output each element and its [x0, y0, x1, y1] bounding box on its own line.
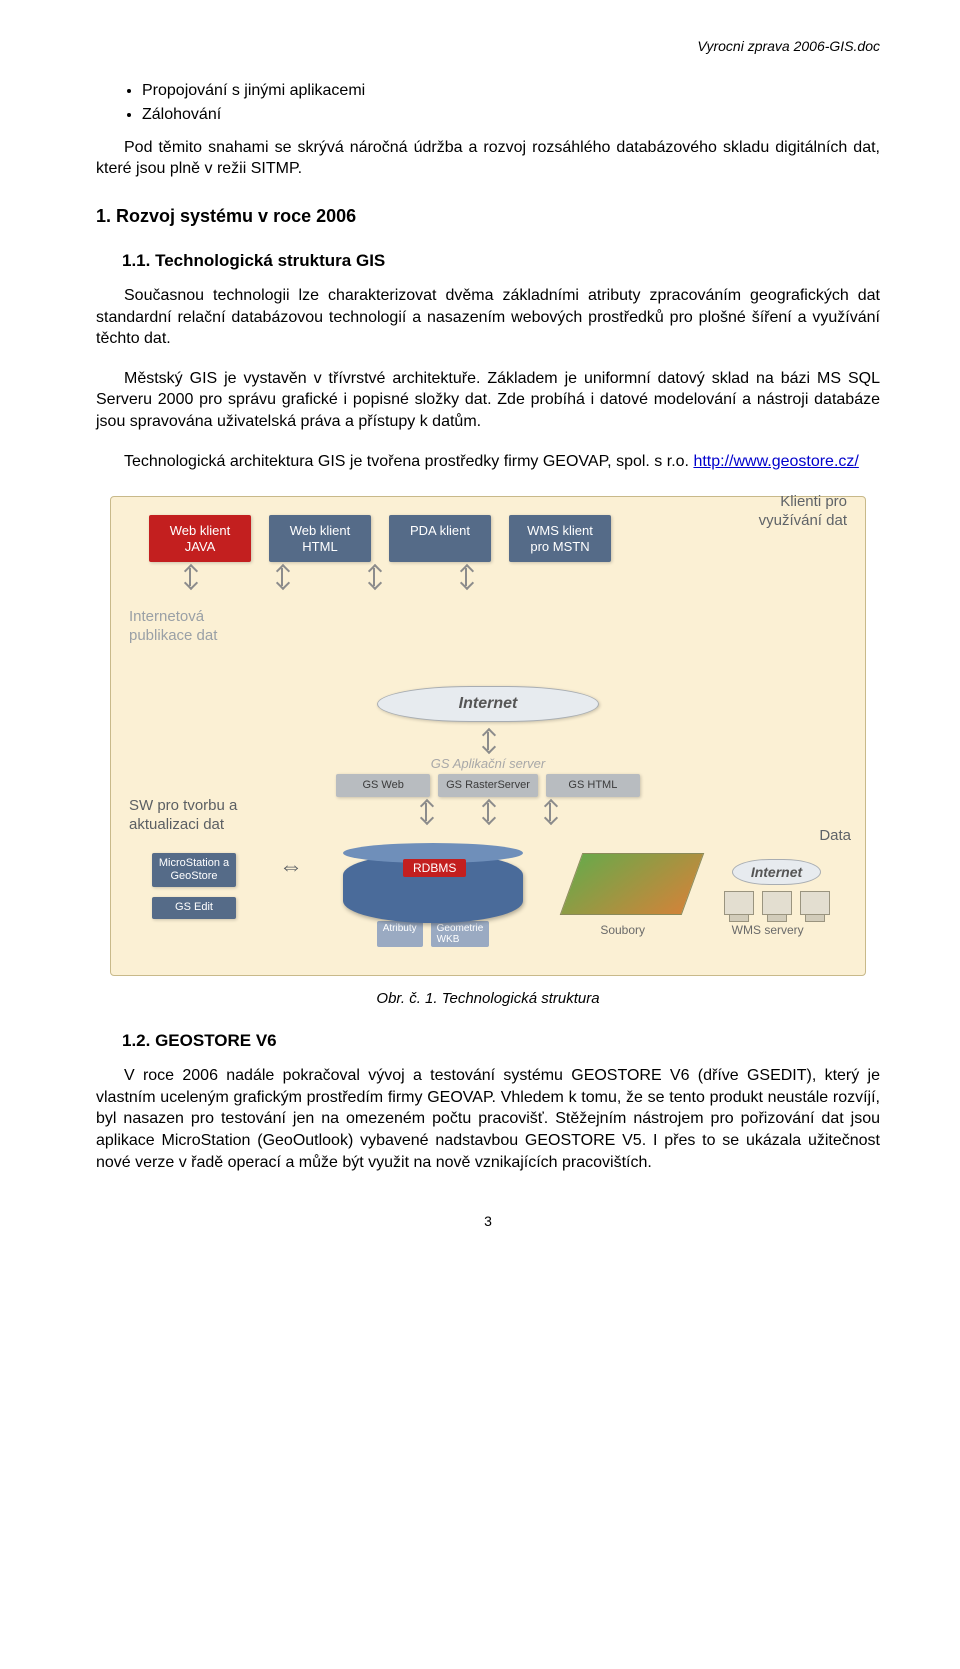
- tile-microstation: MicroStation aGeoStore: [152, 853, 236, 887]
- rdbms-label: RDBMS: [403, 859, 466, 877]
- tile-web-html: Web klientHTML: [269, 515, 371, 562]
- bullet-item-2: Zálohování: [142, 104, 880, 126]
- paragraph-12: V roce 2006 nadále pokračoval vývoj a te…: [96, 1065, 880, 1173]
- label-internet-pub: Internetovápublikace dat: [129, 608, 217, 646]
- cloud-internet-icon: Internet: [377, 686, 599, 722]
- chip-geometrie: GeometrieWKB: [431, 921, 490, 947]
- tile-web-java: Web klientJAVA: [149, 515, 251, 562]
- pc-icon: [724, 891, 754, 915]
- paragraph-11a: Současnou technologii lze charakterizova…: [96, 285, 880, 350]
- bullet-item-1: Propojování s jinými aplikacemi: [142, 80, 880, 102]
- paragraph-11c: Technologická architektura GIS je tvořen…: [96, 451, 880, 473]
- pc-icon: [800, 891, 830, 915]
- figure-1-tech-architecture: Web klientJAVA Web klientHTML PDA klient…: [110, 496, 866, 976]
- tile-gs-raster: GS RasterServer: [438, 774, 538, 797]
- paragraph-11b: Městský GIS je vystavěn v třívrstvé arch…: [96, 368, 880, 433]
- tile-gs-html: GS HTML: [546, 774, 640, 797]
- tile-wms-client: WMS klientpro MSTN: [509, 515, 611, 562]
- geostore-link[interactable]: http://www.geostore.cz/: [693, 453, 858, 470]
- tile-pda: PDA klient: [389, 515, 491, 562]
- soubory-tile-icon: [559, 853, 704, 915]
- chip-atributy: Atributy: [377, 921, 423, 947]
- figure-1-caption: Obr. č. 1. Technologická struktura: [110, 990, 866, 1007]
- label-clients: Klienti provyužívání dat: [759, 493, 847, 531]
- sw-block: MicroStation aGeoStore GS Edit: [129, 853, 259, 919]
- pc-icon: [762, 891, 792, 915]
- label-soubory: Soubory: [600, 923, 645, 937]
- document-header-filename: Vyrocni zprava 2006-GIS.doc: [96, 38, 880, 54]
- heading-1-rozvoj: 1. Rozvoj systému v roce 2006: [96, 206, 880, 227]
- figure-1-wrap: Web klientJAVA Web klientHTML PDA klient…: [110, 496, 866, 1007]
- page-number: 3: [96, 1213, 880, 1229]
- double-arrow-icon: ⇔: [279, 853, 303, 881]
- intro-paragraph: Pod těmito snahami se skrývá náročná údr…: [96, 137, 880, 180]
- client-tiles-row: Web klientJAVA Web klientHTML PDA klient…: [149, 515, 611, 562]
- data-scene: Internet: [557, 853, 847, 915]
- rdbms-cylinder-icon: RDBMS: [343, 853, 523, 923]
- label-app-server: GS Aplikační server: [288, 756, 688, 771]
- app-server-block: Internet GS Aplikační server GS Web GS R…: [288, 686, 688, 821]
- label-wms-servery: WMS servery: [732, 923, 804, 937]
- label-sw-tvorba: SW pro tvorbu aaktualizaci dat: [129, 797, 237, 835]
- heading-1-1-tech-struct: 1.1. Technologická struktura GIS: [122, 251, 880, 271]
- cloud-internet-small-icon: Internet: [732, 859, 821, 885]
- tile-gs-web: GS Web: [336, 774, 430, 797]
- paragraph-11c-text: Technologická architektura GIS je tvořen…: [124, 453, 693, 470]
- rdbms-block: RDBMS Atributy GeometrieWKB: [323, 853, 543, 947]
- heading-1-2-geostore: 1.2. GEOSTORE V6: [122, 1031, 880, 1051]
- tile-gs-edit: GS Edit: [152, 897, 236, 918]
- label-data: Data: [819, 827, 851, 844]
- intro-bullets: Propojování s jinými aplikacemi Zálohová…: [96, 80, 880, 127]
